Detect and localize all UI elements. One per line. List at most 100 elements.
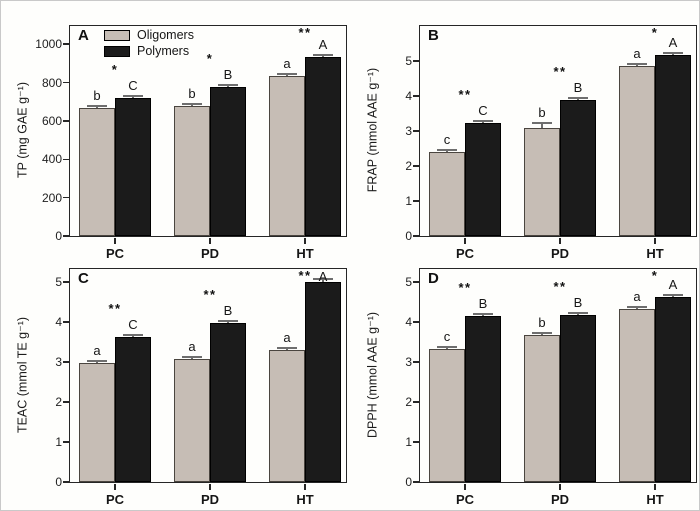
bar-oligomers-ht — [619, 308, 655, 482]
y-tick-c — [62, 401, 69, 403]
y-tick-c — [62, 281, 69, 283]
x-tick-label-pd: PD — [200, 246, 220, 261]
y-tick-label-d: 5 — [405, 275, 412, 290]
bar-oligomers-pd — [174, 105, 210, 236]
letter-label-ht: a — [283, 330, 291, 346]
y-tick-d — [412, 481, 419, 483]
letter-label-pc: B — [478, 296, 488, 312]
error-bar-cap — [627, 62, 647, 65]
letter-label-pc: C — [478, 103, 488, 119]
bar-polymers-pc — [465, 123, 501, 236]
bar-oligomers-pd — [174, 359, 210, 482]
y-tick-label-c: 5 — [55, 275, 62, 290]
error-bar-stem — [96, 361, 98, 364]
y-tick-label-d: 0 — [405, 475, 412, 489]
error-bar-stem — [446, 346, 448, 349]
x-tick-pc — [114, 483, 116, 490]
significance-stars-ht: * — [651, 268, 659, 283]
x-tick-pd — [559, 237, 561, 244]
error-bar-cap — [473, 120, 493, 123]
y-tick-b — [412, 200, 419, 202]
bar-polymers-pc — [115, 97, 151, 236]
panel-a: TP (mg GAE g⁻¹) 0 200 400 600 800 1000 PC PD HT b b… — [1, 1, 351, 261]
significance-stars-pd: ** — [553, 278, 567, 294]
y-tick-d — [412, 401, 419, 403]
y-tick-label-d: 4 — [405, 315, 412, 330]
error-bar-stem — [132, 334, 134, 337]
error-bar-stem — [541, 122, 543, 128]
letter-label-ht: A — [668, 277, 678, 293]
error-bar-cap — [123, 94, 143, 97]
x-tick-label-pd: PD — [550, 492, 570, 507]
legend-swatch-polymers — [104, 45, 130, 57]
bar-oligomers-pd — [524, 335, 560, 482]
error-bar-cap — [627, 305, 647, 308]
x-tick-ht — [654, 237, 656, 244]
error-bar-stem — [541, 333, 543, 336]
y-tick-b — [412, 130, 419, 132]
y-tick-a — [62, 158, 69, 161]
bar-polymers-pd — [210, 323, 246, 482]
y-tick-c — [62, 361, 69, 363]
y-tick-label-a: 1000 — [35, 37, 62, 52]
significance-stars-ht: ** — [298, 268, 312, 283]
x-tick-label-pd: PD — [550, 246, 570, 261]
y-tick-d — [412, 281, 419, 283]
y-tick-d — [412, 321, 419, 323]
error-bar-stem — [672, 52, 674, 56]
x-tick-pd — [209, 237, 211, 244]
panel-letter-c: C — [78, 270, 89, 287]
x-tick-label-ht: HT — [296, 492, 314, 507]
bar-oligomers-pc — [429, 152, 465, 236]
bar-polymers-ht — [305, 282, 341, 482]
x-tick-label-ht: HT — [646, 492, 664, 507]
y-tick-b — [412, 165, 419, 167]
bar-oligomers-pd — [524, 127, 560, 236]
error-bar-stem — [96, 105, 98, 108]
y-tick-d — [412, 441, 419, 443]
letter-label-pd: B — [573, 80, 583, 96]
significance-stars-ht: ** — [298, 25, 312, 40]
error-bar-stem — [482, 314, 484, 317]
x-tick-label-ht: HT — [296, 246, 314, 261]
y-tick-label-c: 0 — [55, 475, 62, 489]
error-bar-stem — [482, 121, 484, 124]
y-tick-label-a: 200 — [41, 190, 62, 205]
error-bar-cap — [663, 294, 683, 297]
y-tick-a — [62, 235, 69, 237]
y-tick-label-c: 2 — [55, 395, 62, 410]
y-tick-a — [62, 81, 69, 84]
error-bar-cap — [313, 53, 333, 56]
x-tick-label-pc: PC — [455, 492, 475, 507]
panel-letter-a: A — [78, 27, 89, 44]
significance-stars-pd: * — [206, 51, 214, 67]
x-tick-ht — [654, 483, 656, 490]
panel-b: FRAP (mmol AAE g⁻¹) 0 1 2 3 4 5 PC PD HT c b a C ** B **… — [351, 1, 699, 261]
bar-polymers-pc — [115, 336, 151, 482]
error-bar-stem — [577, 98, 579, 101]
letter-label-pc: c — [443, 328, 451, 344]
bar-oligomers-ht — [269, 350, 305, 482]
letter-label-pd: B — [573, 294, 583, 310]
letter-label-pc: c — [443, 132, 451, 147]
y-tick-label-d: 2 — [405, 395, 412, 410]
y-tick-label-b: 0 — [405, 229, 412, 243]
error-bar-stem — [227, 85, 229, 88]
error-bar-stem — [227, 321, 229, 324]
y-tick-label-b: 1 — [405, 194, 412, 208]
panel-letter-b: B — [428, 27, 439, 44]
x-tick-pd — [559, 483, 561, 490]
error-bar-cap — [87, 360, 107, 363]
x-tick-label-pc: PC — [105, 492, 125, 507]
y-tick-label-a: 800 — [41, 75, 62, 90]
letter-label-pc: a — [93, 343, 101, 359]
error-bar-cap — [182, 356, 202, 359]
error-bar-cap — [532, 332, 552, 335]
significance-stars-pd: ** — [203, 287, 217, 303]
error-bar-cap — [568, 97, 588, 100]
y-tick-label-a: 600 — [41, 113, 62, 128]
error-bar-cap — [663, 51, 683, 54]
error-bar-stem — [191, 103, 193, 106]
error-bar-cap — [182, 102, 202, 105]
